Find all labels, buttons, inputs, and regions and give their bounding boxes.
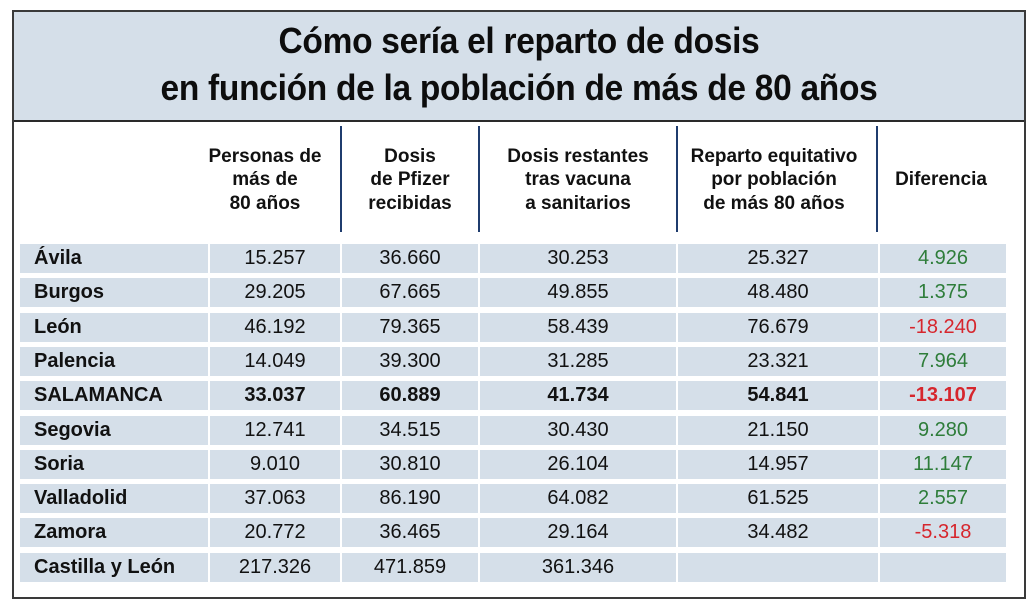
cell-diferencia: 1.375: [880, 278, 1006, 307]
cell-restantes: 64.082: [480, 484, 676, 513]
cell-restantes: 361.346: [480, 553, 676, 582]
province-name: Castilla y León: [20, 553, 208, 582]
cell-personas: 29.205: [210, 278, 340, 307]
table-row: Soria 9.010 30.810 26.104 14.957 11.147: [20, 450, 1006, 479]
cell-diferencia: 7.964: [880, 347, 1006, 376]
table-row: Zamora 20.772 36.465 29.164 34.482 -5.318: [20, 518, 1006, 547]
cell-restantes: 30.253: [480, 244, 676, 273]
cell-dosis: 36.465: [342, 518, 478, 547]
header-dosis: Dosis de Pfizer recibidas: [368, 146, 452, 214]
cell-reparto: 34.482: [678, 518, 878, 547]
province-name: Segovia: [20, 416, 208, 445]
cell-personas: 37.063: [210, 484, 340, 513]
title-line-1: Cómo sería el reparto de dosis: [278, 20, 760, 61]
cell-reparto: 21.150: [678, 416, 878, 445]
cell-dosis: 79.365: [342, 313, 478, 342]
cell-personas: 20.772: [210, 518, 340, 547]
table-row: Burgos 29.205 67.665 49.855 48.480 1.375: [20, 278, 1006, 307]
title-band: Cómo sería el reparto de dosis en funció…: [14, 12, 1024, 122]
header-divider: [676, 126, 678, 232]
cell-diferencia: 9.280: [880, 416, 1006, 445]
table-row: SALAMANCA 33.037 60.889 41.734 54.841 -13.107: [20, 381, 1006, 410]
cell-diferencia: -13.107: [880, 381, 1006, 410]
province-name: Palencia: [20, 347, 208, 376]
cell-dosis: 34.515: [342, 416, 478, 445]
table-row: Valladolid 37.063 86.190 64.082 61.525 2.557: [20, 484, 1006, 513]
province-name: Ávila: [20, 244, 208, 273]
province-name: Soria: [20, 450, 208, 479]
cell-reparto: 23.321: [678, 347, 878, 376]
header-divider: [340, 126, 342, 232]
table-row: Segovia 12.741 34.515 30.430 21.150 9.280: [20, 416, 1006, 445]
cell-diferencia: [880, 553, 1006, 582]
header-restantes: Dosis restantes tras vacuna a sanitarios: [507, 146, 649, 214]
cell-restantes: 49.855: [480, 278, 676, 307]
cell-restantes: 26.104: [480, 450, 676, 479]
header-divider: [876, 126, 878, 232]
header-personas: Personas de más de 80 años: [208, 146, 322, 214]
cell-diferencia: 2.557: [880, 484, 1006, 513]
cell-restantes: 30.430: [480, 416, 676, 445]
province-name: SALAMANCA: [20, 381, 208, 410]
cell-personas: 33.037: [210, 381, 340, 410]
cell-dosis: 39.300: [342, 347, 478, 376]
title-line-2: en función de la población de más de 80 …: [160, 67, 878, 108]
cell-restantes: 29.164: [480, 518, 676, 547]
cell-restantes: 31.285: [480, 347, 676, 376]
cell-reparto: 61.525: [678, 484, 878, 513]
cell-dosis: 30.810: [342, 450, 478, 479]
province-name: Zamora: [20, 518, 208, 547]
cell-reparto: 48.480: [678, 278, 878, 307]
cell-restantes: 58.439: [480, 313, 676, 342]
cell-dosis: 86.190: [342, 484, 478, 513]
cell-restantes: 41.734: [480, 381, 676, 410]
header-divider: [478, 126, 480, 232]
cell-dosis: 67.665: [342, 278, 478, 307]
cell-dosis: 60.889: [342, 381, 478, 410]
table-row: Castilla y León 217.326 471.859 361.346: [20, 553, 1006, 582]
cell-personas: 9.010: [210, 450, 340, 479]
province-name: León: [20, 313, 208, 342]
cell-personas: 46.192: [210, 313, 340, 342]
province-name: Valladolid: [20, 484, 208, 513]
cell-diferencia: -5.318: [880, 518, 1006, 547]
province-name: Burgos: [20, 278, 208, 307]
cell-dosis: 36.660: [342, 244, 478, 273]
cell-personas: 15.257: [210, 244, 340, 273]
table-row: León 46.192 79.365 58.439 76.679 -18.240: [20, 313, 1006, 342]
header-diferencia: Diferencia: [895, 169, 987, 191]
cell-diferencia: 11.147: [880, 450, 1006, 479]
cell-reparto: 76.679: [678, 313, 878, 342]
cell-reparto: 54.841: [678, 381, 878, 410]
table-row: Ávila 15.257 36.660 30.253 25.327 4.926: [20, 244, 1006, 273]
cell-reparto: [678, 553, 878, 582]
table-row: Palencia 14.049 39.300 31.285 23.321 7.964: [20, 347, 1006, 376]
cell-reparto: 25.327: [678, 244, 878, 273]
cell-personas: 12.741: [210, 416, 340, 445]
cell-diferencia: -18.240: [880, 313, 1006, 342]
header-reparto: Reparto equitativo por población de más …: [690, 146, 858, 214]
cell-diferencia: 4.926: [880, 244, 1006, 273]
cell-personas: 217.326: [210, 553, 340, 582]
cell-personas: 14.049: [210, 347, 340, 376]
cell-reparto: 14.957: [678, 450, 878, 479]
cell-dosis: 471.859: [342, 553, 478, 582]
